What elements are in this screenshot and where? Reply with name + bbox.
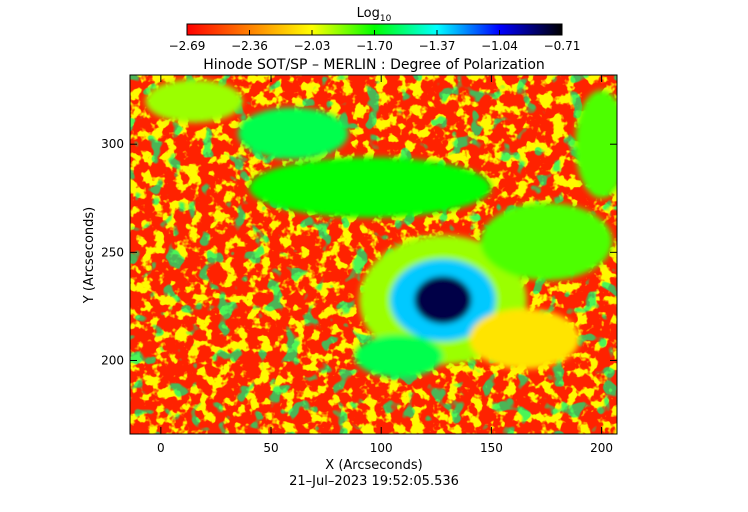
x-axis-ticks: 0 50 100 150 200 xyxy=(157,75,613,455)
chart-title: Hinode SOT/SP – MERLIN : Degree of Polar… xyxy=(203,57,545,73)
colorbar-tick-label: −1.70 xyxy=(356,39,393,53)
colorbar-tick-label: −2.36 xyxy=(231,39,268,53)
x-tick-label: 0 xyxy=(157,441,165,455)
colorbar-label: Log10 xyxy=(357,6,392,24)
heatmap-features xyxy=(145,79,617,378)
colorbar-tick-label: −1.37 xyxy=(419,39,456,53)
y-tick-label: 200 xyxy=(101,353,124,367)
x-tick-label: 50 xyxy=(263,441,278,455)
y-tick-label: 250 xyxy=(101,245,124,259)
x-tick-label: 150 xyxy=(480,441,503,455)
plot-area xyxy=(130,75,617,434)
heatmap-feature xyxy=(469,308,580,370)
heatmap-feature xyxy=(414,276,472,324)
heatmap-feature xyxy=(480,202,613,281)
colorbar-tick-label: −2.69 xyxy=(169,39,206,53)
x-tick-label: 200 xyxy=(590,441,613,455)
colorbar-tick-label: −0.71 xyxy=(544,39,581,53)
colorbar-ticks: −2.69 −2.36 −2.03 −1.70 −1.37 −1.04 −0.71 xyxy=(169,30,581,53)
heatmap-feature xyxy=(575,90,617,199)
colorbar-tick-label: −1.04 xyxy=(481,39,518,53)
x-tick-label: 100 xyxy=(370,441,393,455)
y-tick-label: 300 xyxy=(101,137,124,151)
plot-frame xyxy=(129,74,618,435)
colorbar: Log10 −2.69 −2.36 −2.03 −1.70 −1.37 −1.04 −0.7… xyxy=(169,6,581,53)
x-axis-label: X (Arcseconds) xyxy=(325,458,422,473)
heatmap-feature xyxy=(237,107,349,160)
heatmap-feature xyxy=(145,79,243,123)
colorbar-tick-label: −2.03 xyxy=(294,39,331,53)
heatmap-feature xyxy=(354,334,443,378)
heatmap-feature xyxy=(248,157,492,218)
timestamp: 21–Jul–2023 19:52:05.536 xyxy=(289,474,459,489)
colorbar-label-subscript: 10 xyxy=(380,14,392,24)
y-axis-ticks: 200 250 300 xyxy=(101,137,617,367)
y-axis-label: Y (Arcseconds) xyxy=(82,207,97,304)
